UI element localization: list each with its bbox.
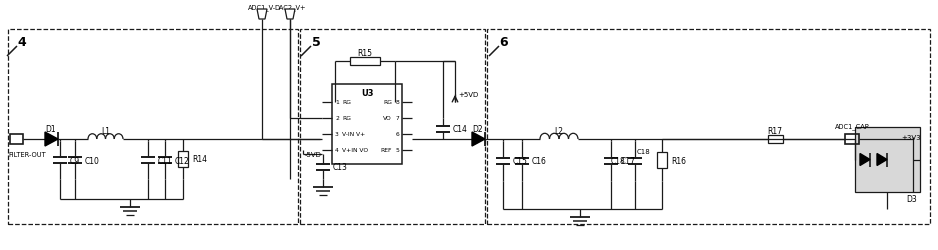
Text: R17: R17 [767,126,782,135]
Bar [350,58,380,66]
Text: 4: 4 [335,148,339,153]
Bar [10,134,23,144]
Text: ADC1_V-: ADC1_V- [248,4,276,11]
Bar [300,30,485,224]
Text: R15: R15 [357,48,372,57]
Text: V-IN V+: V-IN V+ [342,132,365,137]
Bar [332,85,402,164]
Text: RG: RG [383,100,392,105]
Text: ADC1_CAP: ADC1_CAP [835,123,870,130]
Text: C13: C13 [333,162,348,171]
Text: FILTER-OUT: FILTER-OUT [8,152,46,157]
Bar [178,152,188,167]
Text: +3V3: +3V3 [901,134,921,140]
Text: C14: C14 [453,124,468,134]
Text: 6: 6 [395,132,399,137]
Text: RG: RG [342,116,351,121]
Text: C17: C17 [621,157,636,166]
Polygon shape [257,10,267,20]
Text: C9: C9 [70,156,80,165]
Text: D3: D3 [907,195,917,204]
Text: VO: VO [384,116,392,121]
Polygon shape [877,154,887,166]
Text: C11: C11 [158,156,173,165]
Text: 3: 3 [335,132,339,137]
Text: V+IN VO: V+IN VO [342,148,368,153]
Text: R16: R16 [671,156,686,165]
Text: DAC2_V+: DAC2_V+ [274,4,306,11]
Text: L2: L2 [554,126,564,135]
Text: 5: 5 [395,148,399,153]
Text: C15: C15 [513,157,528,166]
Text: L1: L1 [101,126,110,135]
Text: 2: 2 [335,116,339,121]
Bar [8,30,298,224]
Text: C12: C12 [175,156,189,165]
Polygon shape [285,10,295,20]
Polygon shape [860,154,870,166]
Text: -5VD: -5VD [305,152,322,157]
Text: C16: C16 [532,157,547,166]
Text: REF: REF [381,148,392,153]
Bar [767,136,782,143]
Text: 5: 5 [311,35,321,48]
Text: 8: 8 [395,100,399,105]
Text: C10: C10 [85,156,99,165]
Bar [487,30,930,224]
Bar [657,152,667,169]
Text: 6: 6 [500,35,508,48]
Text: 7: 7 [395,116,399,121]
Text: C18: C18 [637,148,651,154]
Text: 1: 1 [335,100,339,105]
Text: D2: D2 [473,124,483,133]
Text: D1: D1 [46,124,56,133]
Bar [855,128,920,192]
Polygon shape [472,132,485,146]
Text: R14: R14 [192,155,207,164]
Text: 4: 4 [18,35,26,48]
Text: +5VD: +5VD [458,92,478,98]
Text: U3: U3 [361,89,373,98]
Polygon shape [45,132,58,146]
Bar [845,134,859,144]
Text: RG: RG [342,100,351,105]
Text: C18: C18 [611,157,625,166]
